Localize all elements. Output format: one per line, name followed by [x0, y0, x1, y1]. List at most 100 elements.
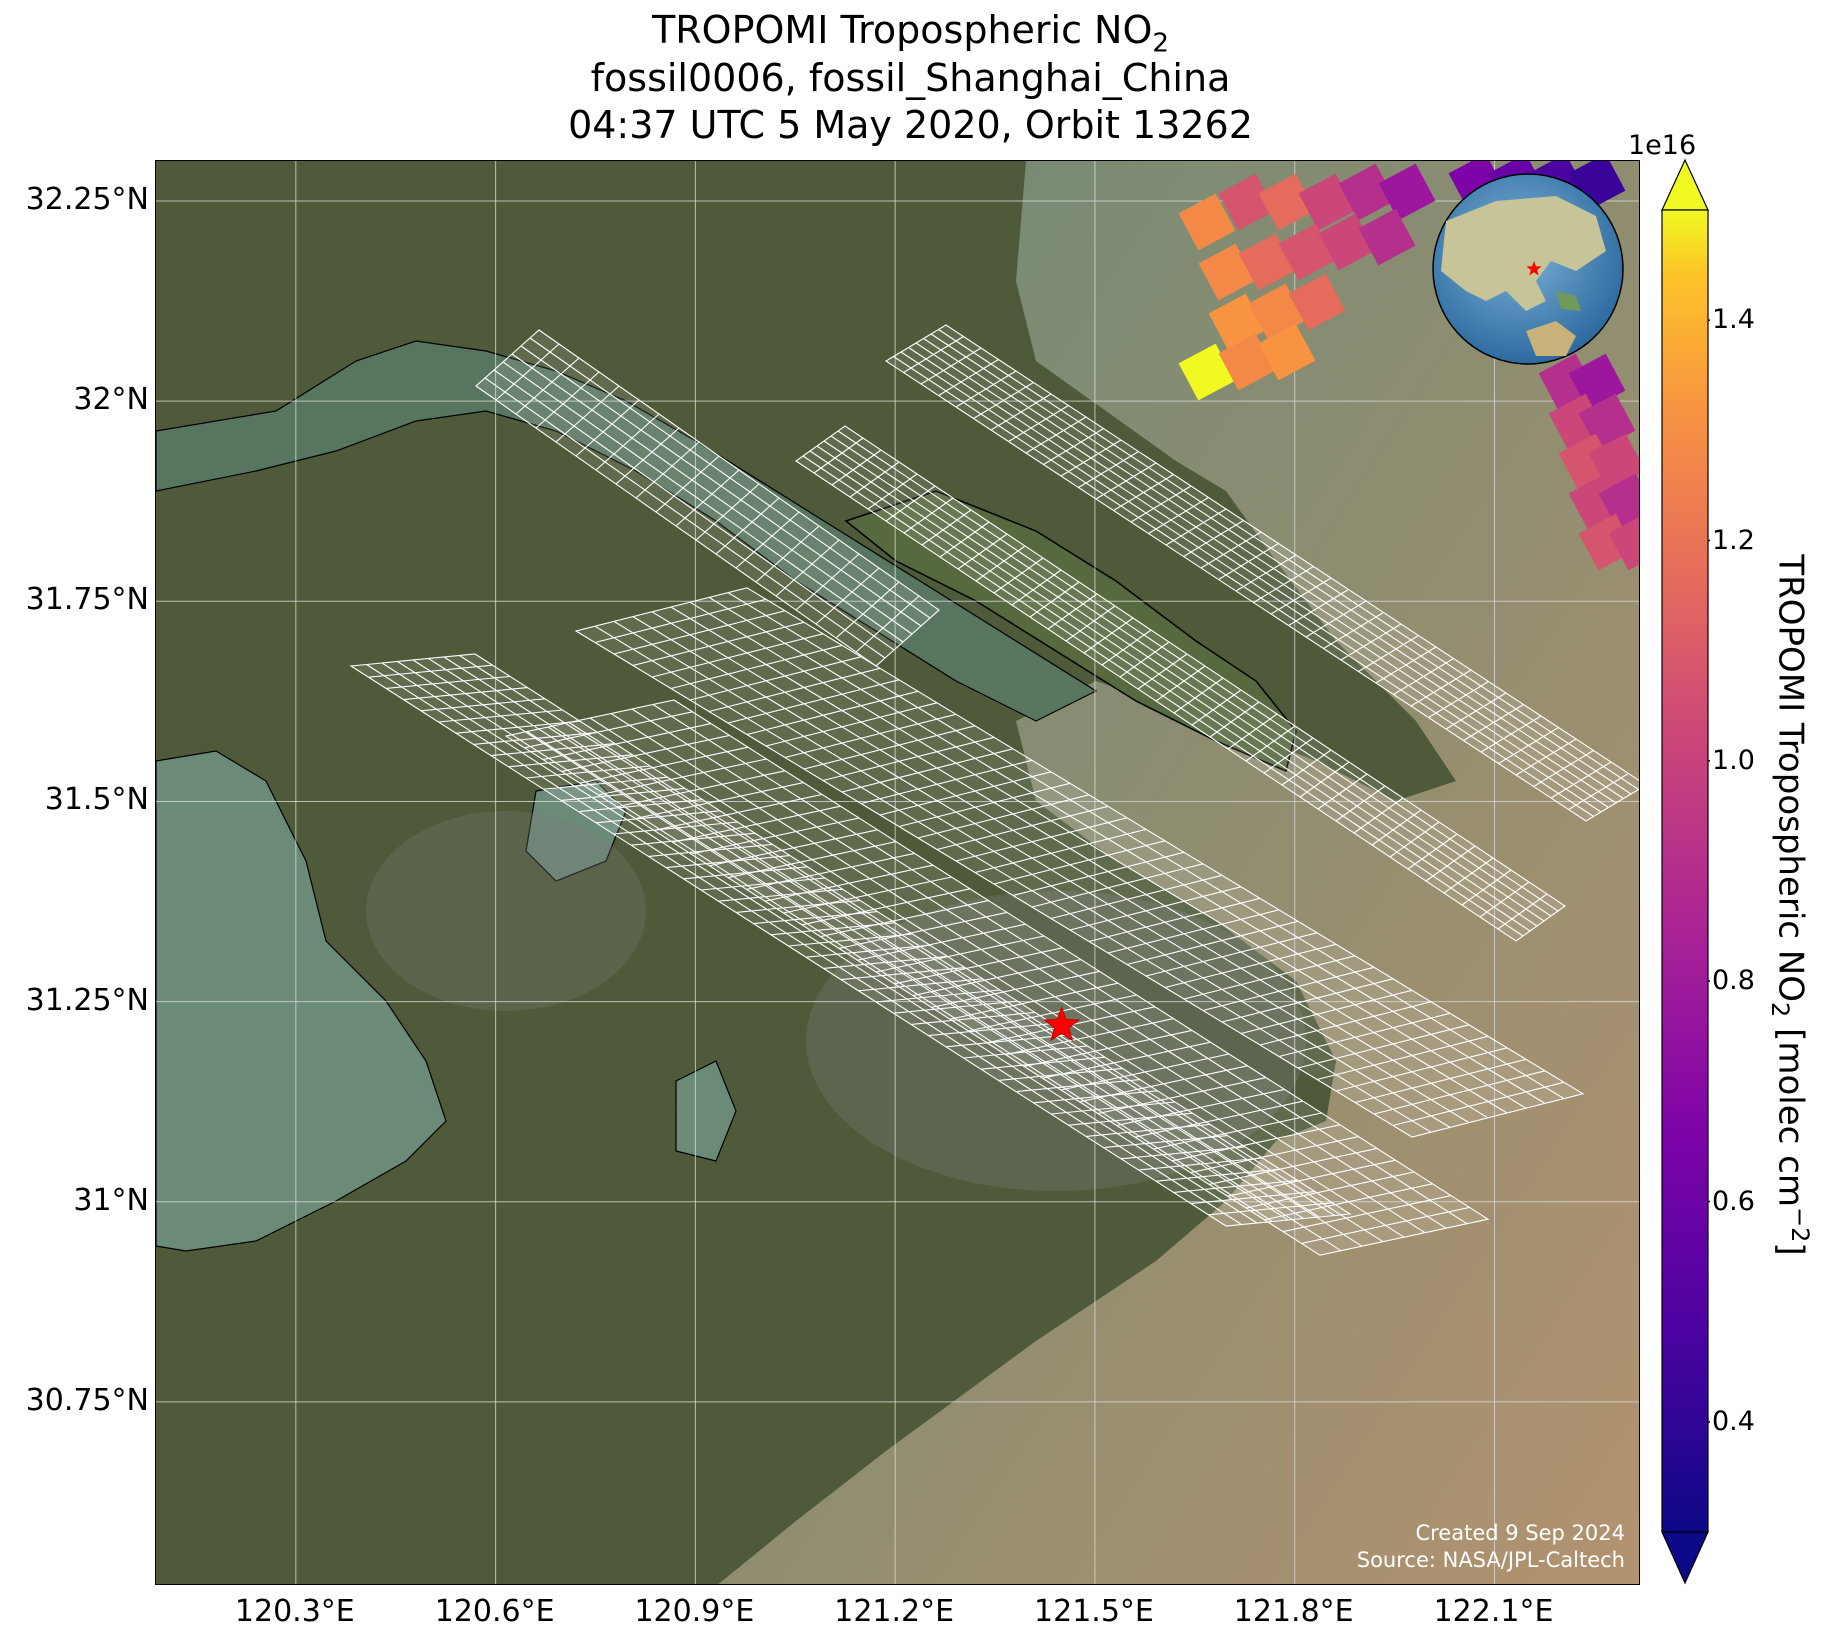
footprint-line — [849, 461, 900, 498]
footprint-line — [651, 633, 824, 678]
title-line-1: TROPOMI Tropospheric NO2 — [652, 8, 1169, 59]
footprint-line — [898, 782, 1071, 828]
footprint-line — [594, 598, 767, 644]
footprint-line — [613, 610, 786, 655]
footprint-line — [689, 656, 862, 701]
footprint-line — [1221, 978, 1394, 1023]
oco3-footprint-grid — [349, 324, 1639, 1256]
footprint-line — [936, 805, 1109, 851]
footprint-line — [652, 704, 1468, 1225]
footprint-line — [900, 351, 1602, 813]
lat-tick-label: 30.75°N — [25, 1382, 149, 1418]
lake-tai — [156, 750, 447, 1252]
footprint-line — [715, 497, 780, 555]
map-panel[interactable]: Created 9 Sep 2024 Source: NASA/JPL-Calt… — [155, 160, 1640, 1585]
footprint-line — [529, 337, 931, 619]
footprint-line — [502, 361, 904, 643]
chongming-island — [844, 490, 1297, 773]
footprint-line — [823, 440, 1545, 922]
footprint-line — [610, 713, 1426, 1234]
footprint-line — [795, 553, 860, 611]
footprint-line — [1191, 689, 1242, 726]
footprint-line — [1353, 797, 1404, 834]
no2-pixel — [1178, 193, 1236, 251]
colorbar-label: TROPOMI Tropospheric NO2 [molec cm−2] — [1765, 554, 1815, 1256]
footprint-line — [526, 731, 1342, 1252]
shanghai-urban-area — [806, 891, 1306, 1191]
footprint-line — [568, 722, 1384, 1243]
footprint-line — [675, 469, 740, 527]
footprint-swath — [475, 329, 940, 667]
footprint-line — [1183, 955, 1356, 1000]
footprint-line — [1443, 857, 1494, 894]
footprint-line — [1299, 761, 1350, 798]
footprint-line — [594, 625, 1432, 1133]
footprint-line — [1371, 809, 1422, 846]
footprint-line — [595, 413, 660, 471]
footprint-line — [1119, 641, 1170, 678]
footprint-line — [511, 353, 913, 635]
footprint-swath — [884, 324, 1639, 822]
lon-tick-label: 120.6°E — [434, 1594, 555, 1629]
footprint-line — [397, 661, 1273, 1222]
footprint-line — [837, 430, 1559, 912]
lat-tick-label: 31.75°N — [25, 582, 149, 618]
footprint-line — [813, 437, 864, 474]
footprint-line — [689, 601, 1527, 1109]
no2-pixel — [1338, 163, 1396, 221]
footprint-line — [879, 771, 1052, 816]
footprint-line — [1145, 932, 1318, 977]
colorbar-tick-label: 0.8 — [1712, 965, 1755, 997]
footprint-line — [830, 435, 1552, 917]
footprint-line — [670, 644, 843, 690]
footprint-line — [885, 485, 936, 522]
footprint-line — [655, 455, 720, 513]
footprint-line — [855, 595, 920, 653]
dianshan-lake — [675, 1060, 737, 1162]
colorbar-tick-label: 1.0 — [1712, 744, 1755, 776]
footprint-outline — [884, 324, 1639, 822]
footprint-line — [975, 545, 1026, 582]
colorbar — [1661, 158, 1710, 1585]
map-canvas — [156, 161, 1639, 1584]
footprint-swath — [504, 699, 1490, 1256]
footprint-line — [1335, 785, 1386, 822]
footprint-line — [1316, 1035, 1489, 1081]
colorbar-tick-label: 0.6 — [1712, 1185, 1755, 1217]
footprint-swath — [795, 425, 1566, 942]
lon-tick-label: 121.2°E — [834, 1594, 955, 1629]
footprint-line — [1263, 737, 1314, 774]
footprint-line — [938, 329, 1639, 790]
footprint-line — [575, 399, 640, 457]
globe-inset — [1432, 173, 1624, 365]
footprint-line — [1050, 874, 1223, 920]
footprint-line — [923, 338, 1624, 799]
footprint-line — [893, 356, 1594, 817]
footprint-line — [1278, 1012, 1451, 1058]
footprint-line — [755, 525, 820, 583]
footprint-line — [1164, 943, 1337, 989]
footprint-line — [1259, 1001, 1432, 1046]
footprint-line — [1389, 821, 1440, 858]
footprint-line — [1317, 773, 1368, 810]
footprint-line — [1479, 881, 1530, 918]
lat-tick-label: 32.25°N — [25, 182, 149, 218]
footprint-line — [1065, 605, 1116, 642]
footprint-line — [903, 497, 954, 534]
footprint-line — [708, 596, 1546, 1104]
footprint-line — [1497, 893, 1548, 930]
lat-tick-label: 32°N — [73, 382, 149, 418]
footprint-line — [1012, 851, 1185, 897]
footprint-line — [1029, 581, 1080, 618]
title-line-3: 04:37 UTC 5 May 2020, Orbit 13262 — [568, 103, 1253, 147]
colorbar-tickmarks — [1708, 319, 1710, 1423]
footprint-line — [1031, 863, 1204, 908]
footprint-line — [412, 659, 1289, 1221]
target-star-marker — [1043, 1006, 1081, 1042]
footprint-line — [1245, 725, 1296, 762]
footprint-line — [428, 658, 1304, 1219]
no2-pixel — [1258, 323, 1316, 381]
footprint-line — [1011, 569, 1062, 606]
no2-pixel — [1378, 163, 1436, 221]
lat-tick-label: 31°N — [73, 1182, 149, 1218]
